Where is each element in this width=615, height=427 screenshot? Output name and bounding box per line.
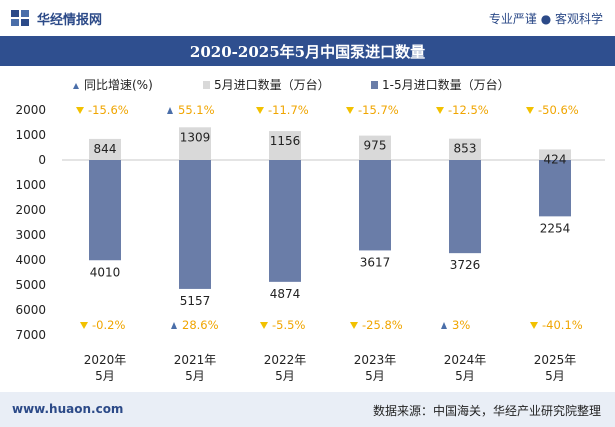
bar-may: [449, 138, 481, 160]
bar-may: [179, 127, 211, 160]
top-bar: 华经情报网 专业严谨 ● 客观科学: [0, 0, 615, 36]
bar-may: [359, 135, 391, 160]
may-value-label: 975: [364, 139, 387, 153]
bar-may: [89, 138, 121, 160]
bar-ytd: [449, 160, 481, 254]
may-growth-label: -15.6%: [88, 103, 129, 117]
down-triangle-icon: [530, 322, 538, 329]
brand-logo-icon: [11, 10, 29, 26]
may-growth-label: -50.6%: [538, 103, 579, 117]
x-tick-label: 5月: [95, 369, 115, 383]
bar-ytd: [269, 160, 301, 282]
y-tick-label: 5000: [15, 278, 46, 292]
legend-up-marker-icon: [73, 83, 79, 89]
may-growth-label: -15.7%: [358, 103, 399, 117]
may-value-label: 1309: [180, 130, 211, 144]
legend-growth-label: 同比增速(%): [84, 78, 153, 92]
x-tick-label: 5月: [275, 369, 295, 383]
may-value-label: 853: [454, 142, 477, 156]
bar-ytd: [539, 160, 571, 217]
y-tick-label: 2000: [15, 203, 46, 217]
may-value-label: 1156: [270, 134, 301, 148]
bars: 844 4010 1309 5157 1156 4874 975 3617 853 3726 424…: [89, 127, 571, 308]
ytd-growth-label: 28.6%: [182, 318, 219, 332]
y-tick-label: 1000: [15, 128, 46, 142]
y-tick-label: 0: [38, 153, 46, 167]
y-axis: 2000 1000 0 1000 2000 3000 4000 5000 6000 7000: [15, 103, 46, 342]
ytd-value-label: 3617: [360, 255, 391, 269]
footer-source: 数据来源：中国海关，华经产业研究院整理: [372, 404, 601, 418]
may-growth-label: -11.7%: [268, 103, 309, 117]
bar-may: [539, 149, 571, 160]
ytd-value-label: 4874: [270, 287, 301, 301]
chart-svg: 同比增速(%) 5月进口数量（万台） 1-5月进口数量（万台） 2000 1000…: [15, 77, 605, 383]
ytd-growth-label: -40.1%: [542, 318, 583, 332]
plot-area: 同比增速(%) 5月进口数量（万台） 1-5月进口数量（万台） 2000 1000…: [0, 66, 615, 392]
growth-labels: -15.6% 55.1% -11.7% -15.7% -12.5% -50.6% -0.2%…: [76, 103, 583, 332]
down-triangle-icon: [256, 107, 264, 114]
bar-may: [269, 131, 301, 160]
chart-title: 2020-2025年5月中国泵进口数量: [189, 43, 426, 61]
x-tick-label: 2021年: [174, 353, 217, 367]
down-triangle-icon: [260, 322, 268, 329]
y-tick-label: 2000: [15, 103, 46, 117]
y-tick-label: 6000: [15, 303, 46, 317]
y-tick-label: 1000: [15, 178, 46, 192]
y-tick-label: 3000: [15, 228, 46, 242]
ytd-growth-label: -25.8%: [362, 318, 403, 332]
footer: www.huaon.com 数据来源：中国海关，华经产业研究院整理: [0, 392, 615, 427]
up-triangle-icon: [171, 322, 177, 329]
up-triangle-icon: [167, 107, 173, 114]
legend-ytd-swatch: [371, 81, 378, 89]
up-triangle-icon: [441, 322, 447, 329]
bar-ytd: [179, 160, 211, 289]
y-tick-label: 7000: [15, 328, 46, 342]
ytd-growth-label: -5.5%: [272, 318, 305, 332]
down-triangle-icon: [80, 322, 88, 329]
may-value-label: 844: [94, 142, 117, 156]
x-axis: 2020年 5月 2021年 5月 2022年 5月 2023年 5月 2024年 5月 2025年…: [84, 353, 577, 383]
down-triangle-icon: [350, 322, 358, 329]
tagline: 专业严谨 ● 客观科学: [488, 12, 603, 26]
down-triangle-icon: [436, 107, 444, 114]
y-tick-label: 4000: [15, 253, 46, 267]
title-bar: 2020-2025年5月中国泵进口数量: [0, 36, 615, 66]
bar-ytd: [359, 160, 391, 251]
ytd-value-label: 3726: [450, 258, 481, 272]
x-tick-label: 2022年: [264, 353, 307, 367]
ytd-growth-label: -0.2%: [92, 318, 125, 332]
down-triangle-icon: [346, 107, 354, 114]
x-tick-label: 2023年: [354, 353, 397, 367]
may-growth-label: -12.5%: [448, 103, 489, 117]
x-tick-label: 5月: [185, 369, 205, 383]
ytd-value-label: 2254: [540, 221, 571, 235]
bar-ytd: [89, 160, 121, 261]
legend-ytd-label: 1-5月进口数量（万台）: [382, 77, 510, 92]
legend-may-label: 5月进口数量（万台）: [214, 77, 330, 92]
legend: 同比增速(%) 5月进口数量（万台） 1-5月进口数量（万台）: [73, 77, 510, 92]
brand-name: 华经情报网: [37, 13, 103, 28]
ytd-value-label: 4010: [90, 265, 121, 279]
x-tick-label: 5月: [455, 369, 475, 383]
ytd-growth-label: 3%: [452, 318, 470, 332]
x-tick-label: 5月: [545, 369, 565, 383]
x-tick-label: 2020年: [84, 353, 127, 367]
legend-may-swatch: [203, 81, 210, 89]
may-value-label: 424: [544, 152, 567, 166]
ytd-value-label: 5157: [180, 294, 211, 308]
down-triangle-icon: [76, 107, 84, 114]
x-tick-label: 5月: [365, 369, 385, 383]
down-triangle-icon: [526, 107, 534, 114]
x-tick-label: 2025年: [534, 353, 577, 367]
footer-website: www.huaon.com: [12, 402, 124, 416]
may-growth-label: 55.1%: [178, 103, 215, 117]
x-tick-label: 2024年: [444, 353, 487, 367]
